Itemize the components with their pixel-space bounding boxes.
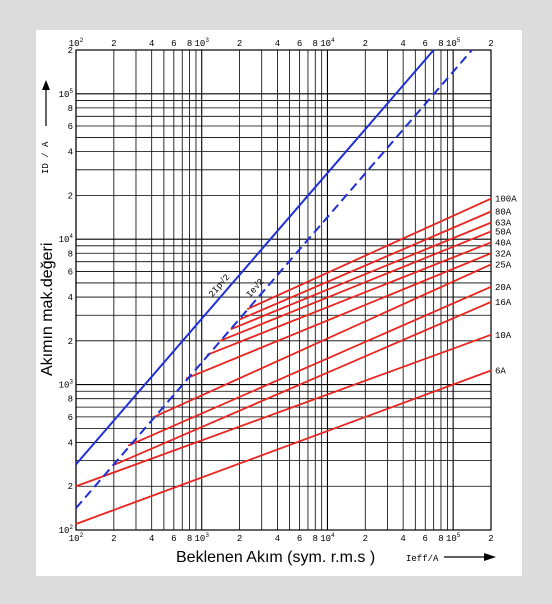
series-label-80a: 80A [495, 208, 512, 218]
series-label-10a: 10A [495, 331, 512, 341]
series-line-16a [113, 301, 492, 466]
x-tick-label-top: 4 [149, 39, 154, 49]
x-tick-label-bottom: 6 [171, 534, 176, 544]
reference-line-label-1: 2Ip√2 [206, 272, 232, 300]
series-line-63a [230, 221, 492, 331]
x-tick-label-bottom: 2 [111, 534, 116, 544]
x-tick-label-bottom: 8 [313, 534, 318, 544]
x-tick-label-bottom: 8 [187, 534, 192, 544]
x-tick-label-bottom: 104 [320, 532, 335, 544]
series-label-63a: 63A [495, 219, 512, 229]
x-tick-label-bottom: 4 [275, 534, 280, 544]
y-tick-label: 105 [59, 88, 74, 100]
x-tick-label-top: 6 [423, 39, 428, 49]
x-tick-label-top: 8 [313, 39, 318, 49]
x-tick-label-bottom: 4 [149, 534, 154, 544]
y-tick-label: 8 [68, 249, 73, 259]
series-line-80a [239, 210, 492, 321]
x-tick-label-top: 6 [171, 39, 176, 49]
y-tick-label: 2 [68, 46, 73, 56]
reference-line-1 [75, 49, 435, 466]
series-label-32a: 32A [495, 249, 512, 259]
x-tick-label-top: 2 [363, 39, 368, 49]
series-label-6a: 6A [495, 366, 506, 376]
x-tick-label-bottom: 8 [438, 534, 443, 544]
x-tick-label-top: 103 [195, 37, 210, 49]
y-tick-label: 8 [68, 104, 73, 114]
series-label-50a: 50A [495, 228, 512, 238]
x-tick-label-bottom: 6 [423, 534, 428, 544]
y-tick-label: 102 [59, 524, 74, 536]
x-tick-label-bottom: 2 [488, 534, 493, 544]
series-line-32a [185, 252, 492, 380]
series-line-100a [246, 197, 492, 311]
y-tick-label: 6 [68, 413, 73, 423]
plot-frame [75, 49, 492, 531]
y-axis-unit: ID / A [41, 141, 51, 174]
series-line-10a [75, 333, 492, 488]
x-tick-label-bottom: 2 [363, 534, 368, 544]
y-tick-label: 4 [68, 148, 73, 158]
x-tick-labels-bottom: 102 2 4 6 8 103 2 4 6 8 104 2 4 6 8 105 2 [69, 532, 494, 544]
series-label-40a: 40A [495, 238, 512, 248]
x-tick-label-top: 105 [446, 37, 461, 49]
series-lines [75, 197, 492, 525]
x-tick-label-top: 2 [237, 39, 242, 49]
y-tick-label: 2 [68, 482, 73, 492]
x-axis-unit: Ieff/A [406, 554, 439, 564]
x-tick-label-top: 4 [275, 39, 280, 49]
series-line-25a [153, 263, 492, 418]
y-tick-label: 6 [68, 267, 73, 277]
reference-line-2 [75, 49, 473, 509]
reference-lines: 2Ip√2 Ie√2 [75, 49, 473, 509]
x-tick-label-top: 8 [438, 39, 443, 49]
y-axis-title: Akımın mak.değeri [39, 243, 56, 376]
series-label-100a: 100A [495, 195, 517, 205]
series-label-25a: 25A [495, 260, 512, 270]
x-tick-label-bottom: 4 [400, 534, 405, 544]
y-tick-label: 4 [68, 438, 73, 448]
y-tick-label: 6 [68, 122, 73, 132]
series-label-20a: 20A [495, 283, 512, 293]
x-axis-title: Beklenen Akım (sym. r.m.s ) [176, 549, 375, 566]
y-axis-arrow-icon [42, 80, 50, 90]
grid [75, 49, 492, 531]
x-tick-label-bottom: 103 [195, 532, 210, 544]
x-tick-label-bottom: 2 [237, 534, 242, 544]
log-log-chart: 102 2 4 6 8 103 2 4 6 8 104 2 4 6 8 105 2 102 2 4 6 8 103 2 4 6 8… [39, 37, 517, 566]
y-tick-labels: 102 2 4 6 8 103 2 4 6 8 104 2 4 6 8 105 2 [59, 46, 74, 536]
x-tick-label-top: 6 [297, 39, 302, 49]
y-tick-label: 8 [68, 395, 73, 405]
y-tick-label: 2 [68, 191, 73, 201]
x-tick-label-bottom: 6 [297, 534, 302, 544]
x-tick-label-top: 104 [320, 37, 335, 49]
x-tick-labels-top: 102 2 4 6 8 103 2 4 6 8 104 2 4 6 8 105 2 [69, 37, 494, 49]
x-axis-arrow-icon [484, 553, 496, 561]
x-tick-label-top: 102 [69, 37, 84, 49]
reference-line-label-2: Ie√2 [244, 276, 266, 300]
x-tick-label-bottom: 102 [69, 532, 84, 544]
x-tick-label-top: 2 [488, 39, 493, 49]
x-tick-label-top: 8 [187, 39, 192, 49]
series-line-50a [219, 230, 492, 342]
series-line-6a [75, 369, 492, 525]
x-tick-label-top: 4 [400, 39, 405, 49]
x-tick-label-bottom: 105 [446, 532, 461, 544]
y-tick-label: 4 [68, 293, 73, 303]
series-line-20a [127, 286, 492, 447]
x-tick-label-top: 2 [111, 39, 116, 49]
series-label-16a: 16A [495, 298, 512, 308]
y-tick-label: 103 [59, 379, 74, 391]
y-tick-label: 104 [59, 233, 74, 245]
series-line-40a [206, 241, 492, 356]
chart-panel: 102 2 4 6 8 103 2 4 6 8 104 2 4 6 8 105 2 102 2 4 6 8 103 2 4 6 8… [36, 30, 522, 576]
y-tick-label: 2 [68, 337, 73, 347]
